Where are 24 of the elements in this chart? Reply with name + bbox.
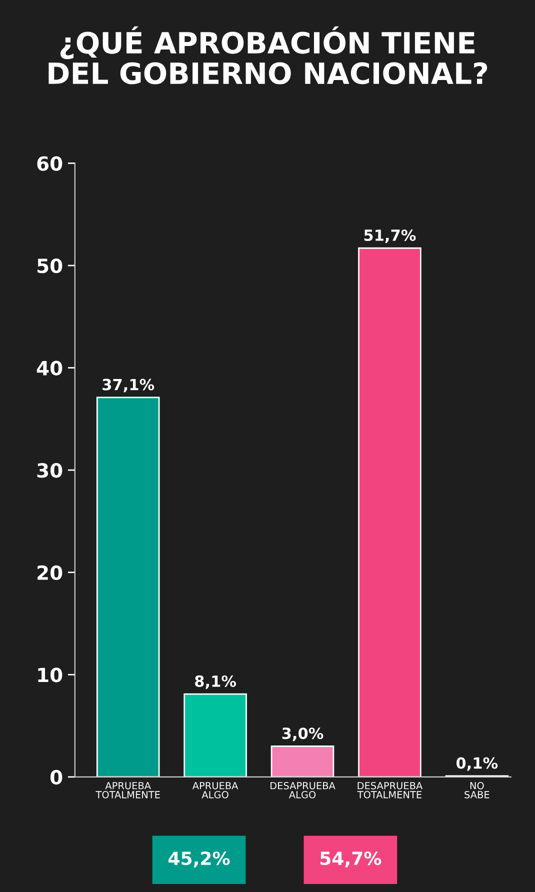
bar (184, 693, 247, 777)
y-tick-label: 0 (50, 770, 62, 785)
x-tick-label: APRUEBA ALGO (192, 782, 238, 798)
y-tick-label: 60 (37, 156, 62, 171)
x-tick-label: DESAPRUEBA ALGO (270, 782, 336, 798)
data-label: 0,1% (456, 757, 498, 771)
bar (358, 247, 422, 777)
data-label: 37,1% (102, 378, 154, 392)
data-label: 3,0% (282, 728, 324, 742)
y-tick-label: 30 (37, 463, 62, 478)
text: 45,2% (168, 851, 230, 868)
bar (270, 746, 334, 777)
y-tick-label: 40 (36, 360, 62, 376)
text: 54,7% (320, 851, 382, 868)
x-tick-label: APRUEBA TOTALMENTE (96, 782, 160, 798)
y-tick-label: 50 (38, 258, 62, 274)
x-tick-label: NO SABE (464, 782, 490, 798)
data-label: 51,7% (364, 229, 416, 243)
chart-title: ¿QUÉ APROBACIÓN TIENE DEL GOBIERNO NACIONAL? (48, 26, 488, 84)
y-tick-label: 20 (38, 565, 62, 580)
y-tick-label: 10 (38, 668, 62, 682)
data-label: 8,1% (195, 675, 236, 689)
bar (96, 396, 160, 777)
x-tick-label: DESAPRUEBA TOTALMENTE (357, 782, 423, 798)
